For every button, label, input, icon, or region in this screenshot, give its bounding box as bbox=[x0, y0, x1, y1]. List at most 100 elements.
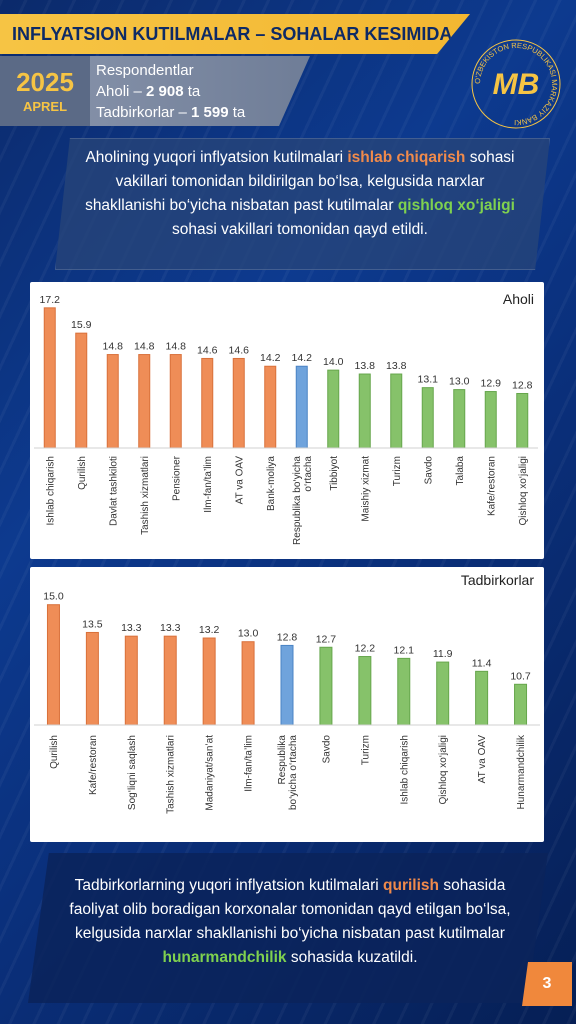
category-label: Ishlab chiqarish bbox=[45, 456, 56, 525]
category-label: Tibbiyot bbox=[329, 456, 340, 491]
value-label: 12.8 bbox=[512, 379, 533, 391]
category-label: AT va OAV bbox=[477, 735, 488, 784]
bar-savdo bbox=[319, 646, 333, 726]
value-label: 14.6 bbox=[197, 344, 218, 356]
bar-ishlab-chiqarish bbox=[43, 307, 56, 449]
svg-text:Qurilish: Qurilish bbox=[49, 735, 60, 769]
value-label: 13.3 bbox=[121, 622, 142, 634]
value-label: 14.6 bbox=[229, 344, 250, 356]
category-label: Turizm bbox=[392, 456, 403, 486]
svg-text:Pensioner: Pensioner bbox=[171, 455, 182, 501]
svg-text:AT va OAV: AT va OAV bbox=[234, 456, 245, 505]
value-label: 15.0 bbox=[43, 591, 64, 603]
bar-respublika-bo-yicha-o-rtacha bbox=[295, 365, 308, 449]
bar-qishloq-xo-jaligi bbox=[436, 661, 450, 726]
value-label: 14.8 bbox=[103, 341, 124, 353]
category-label: Respublika bo‘yicha o‘rtacha bbox=[277, 735, 299, 810]
bar-tashish-xizmatlari bbox=[163, 635, 177, 726]
category-label: Maishiy xizmat bbox=[360, 456, 371, 522]
value-label: 13.5 bbox=[82, 618, 103, 630]
svg-text:Qishloq xo‘jaligi: Qishloq xo‘jaligi bbox=[438, 735, 449, 804]
category-label: Pensioner bbox=[171, 455, 182, 501]
category-label: Ilm-fan/ta’lim bbox=[244, 735, 255, 792]
svg-text:Ishlab chiqarish: Ishlab chiqarish bbox=[45, 456, 56, 525]
category-label: Tashish xizmatlari bbox=[140, 456, 151, 535]
page-number: 3 bbox=[522, 962, 572, 1006]
bar-madaniyat-san-at bbox=[202, 637, 216, 726]
bar-hunarmandchilik bbox=[514, 683, 528, 726]
svg-text:Savdo: Savdo bbox=[321, 735, 332, 764]
category-label: Qishloq xo‘jaligi bbox=[438, 735, 449, 804]
svg-text:Qishloq xo‘jaligi: Qishloq xo‘jaligi bbox=[518, 456, 529, 525]
svg-text:Hunarmandchilik: Hunarmandchilik bbox=[516, 734, 527, 809]
chart-title: Tadbirkorlar bbox=[461, 572, 534, 588]
chart-aholi-panel: Aholi 17.2 Ishlab chiqarish 15.9 Qurilish 14.… bbox=[30, 282, 544, 559]
value-label: 13.1 bbox=[418, 374, 439, 386]
svg-text:Talaba: Talaba bbox=[455, 456, 466, 486]
bar-pensioner bbox=[169, 354, 182, 449]
svg-text:MB: MB bbox=[493, 68, 540, 101]
svg-text:Bank-moliya: Bank-moliya bbox=[266, 456, 277, 511]
bottom-callout-box bbox=[28, 853, 548, 1003]
category-label: Kafe/restoran bbox=[486, 456, 497, 516]
bar-talaba bbox=[453, 389, 466, 449]
value-label: 14.2 bbox=[260, 352, 281, 364]
svg-text:Ishlab chiqarish: Ishlab chiqarish bbox=[399, 735, 410, 804]
svg-text:AT va OAV: AT va OAV bbox=[477, 735, 488, 784]
svg-text:Tashish xizmatlari: Tashish xizmatlari bbox=[166, 735, 177, 814]
respondents-title: Respondentlar bbox=[96, 62, 194, 79]
bar-at-va-oav bbox=[232, 357, 245, 449]
chart-title: Aholi bbox=[503, 291, 534, 307]
category-label: Qurilish bbox=[77, 456, 88, 490]
svg-text:Kafe/restoran: Kafe/restoran bbox=[486, 456, 497, 516]
value-label: 13.2 bbox=[199, 624, 220, 636]
highlight-hunarmandchilik: hunarmandchilik bbox=[162, 949, 287, 966]
category-label: Qishloq xo‘jaligi bbox=[518, 456, 529, 525]
central-bank-logo: O'ZBEKISTON RESPUBLIKASI MARKAZIY BANKI … bbox=[471, 39, 561, 129]
bar-bank-moliya bbox=[264, 365, 277, 449]
category-label: Ishlab chiqarish bbox=[399, 735, 410, 804]
category-label: Madaniyat/san’at bbox=[205, 735, 216, 811]
value-label: 13.8 bbox=[355, 360, 376, 372]
bar-kafe-restoran bbox=[85, 631, 99, 726]
value-label: 17.2 bbox=[40, 294, 61, 306]
bar-davlat-tashkiloti bbox=[106, 354, 119, 449]
category-label: AT va OAV bbox=[234, 456, 245, 505]
highlight-qishloq: qishloq xo‘jaligi bbox=[397, 197, 515, 214]
respondents-tadbirkorlar: Tadbirkorlar – 1 599 ta bbox=[96, 104, 246, 121]
bar-savdo bbox=[421, 387, 434, 449]
category-label: Savdo bbox=[423, 456, 434, 485]
respondents-aholi: Aholi – 2 908 ta bbox=[96, 83, 201, 100]
category-label: Respublika bo‘yicha o‘rtacha bbox=[292, 456, 314, 545]
svg-text:o‘rtacha: o‘rtacha bbox=[303, 456, 314, 492]
value-label: 12.9 bbox=[481, 378, 502, 390]
top-callout-box bbox=[55, 138, 550, 270]
bar-ilm-fan-ta-lim bbox=[201, 357, 214, 449]
value-label: 14.8 bbox=[134, 341, 155, 353]
value-label: 15.9 bbox=[71, 319, 92, 331]
svg-text:Turizm: Turizm bbox=[360, 735, 371, 765]
svg-text:Madaniyat/san’at: Madaniyat/san’at bbox=[205, 735, 216, 811]
value-label: 11.4 bbox=[472, 657, 492, 669]
value-label: 12.8 bbox=[277, 631, 298, 643]
bar-tibbiyot bbox=[327, 369, 340, 449]
svg-text:Respublika bo‘yicha: Respublika bo‘yicha bbox=[292, 456, 303, 545]
value-label: 13.3 bbox=[160, 622, 181, 634]
bar-respublika-bo-yicha-o-rtacha bbox=[280, 644, 294, 726]
value-label: 11.9 bbox=[433, 648, 453, 660]
respondents-info: Respondentlar Aholi – 2 908 ta Tadbirkor… bbox=[96, 60, 245, 123]
svg-text:Qurilish: Qurilish bbox=[77, 456, 88, 490]
category-label: Kafe/restoran bbox=[88, 735, 99, 795]
date-box: 2025 APREL bbox=[0, 56, 90, 126]
value-label: 12.7 bbox=[316, 633, 337, 645]
category-label: Ilm-fan/ta’lim bbox=[203, 456, 214, 513]
value-label: 12.1 bbox=[394, 644, 415, 656]
value-label: 12.2 bbox=[355, 643, 376, 655]
value-label: 14.0 bbox=[323, 356, 344, 368]
svg-text:Davlat tashkiloti: Davlat tashkiloti bbox=[108, 456, 119, 526]
top-callout-text: Aholining yuqori inflyatsion kutilmalari… bbox=[85, 149, 515, 238]
svg-text:Ilm-fan/ta’lim: Ilm-fan/ta’lim bbox=[203, 456, 214, 513]
bar-qurilish bbox=[75, 332, 88, 449]
page-title-bar: INFLYATSION KUTILMALAR – SOHALAR KESIMID… bbox=[0, 14, 470, 54]
bar-turizm bbox=[390, 373, 403, 449]
